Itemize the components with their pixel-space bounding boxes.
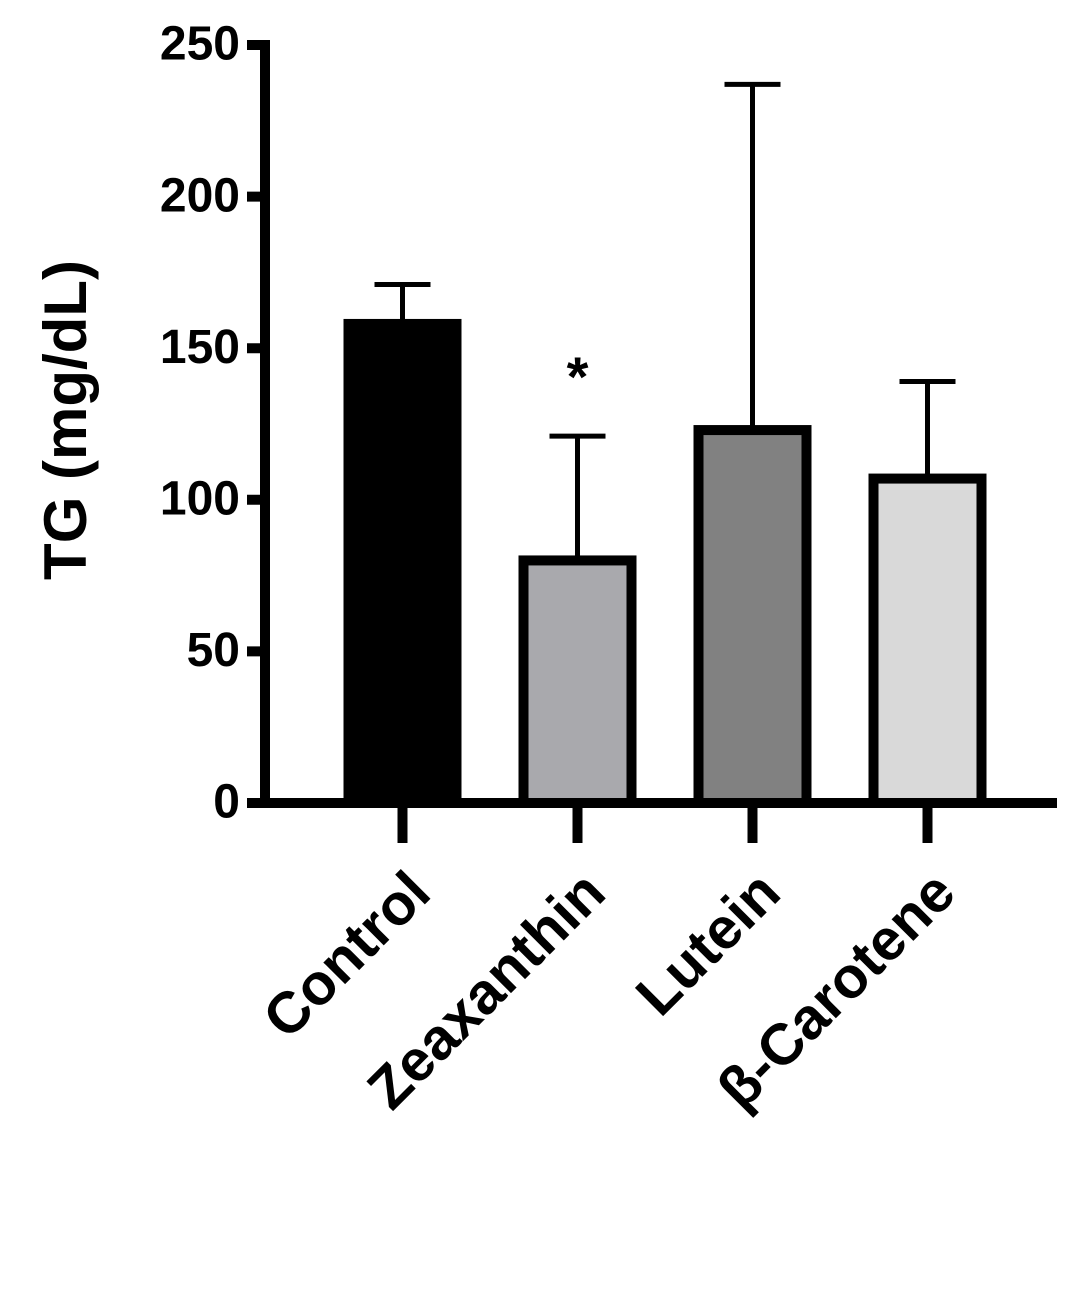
y-tick-label: 200	[160, 169, 240, 222]
bar	[518, 555, 637, 808]
y-axis-label: TG (mg/dL)	[32, 260, 99, 580]
bar	[343, 318, 462, 808]
bar	[693, 425, 812, 808]
y-tick-label: 250	[160, 18, 240, 71]
annotation: *	[567, 345, 589, 408]
y-tick-label: 0	[213, 776, 240, 829]
x-tick-label: Lutein	[624, 859, 793, 1028]
bar	[868, 473, 987, 808]
y-tick-label: 150	[160, 321, 240, 374]
y-tick-label: 100	[160, 472, 240, 525]
y-tick-label: 50	[187, 624, 240, 677]
